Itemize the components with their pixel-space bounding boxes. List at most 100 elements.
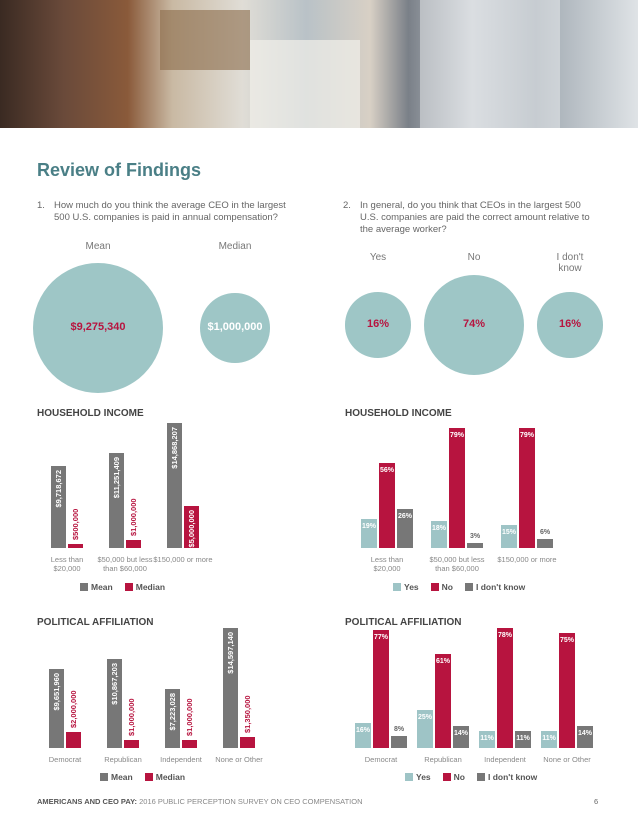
bar xyxy=(165,688,180,748)
bar xyxy=(435,654,451,748)
bar xyxy=(519,428,535,548)
chart-title: POLITICAL AFFILIATION xyxy=(345,617,462,628)
value-label: 26% xyxy=(397,512,412,520)
value-label: 3% xyxy=(469,533,481,541)
bar xyxy=(68,543,83,548)
bubble-category: No xyxy=(467,252,481,263)
value-label: $11,251,409 xyxy=(112,457,121,499)
x-tick-label: Republican xyxy=(104,755,142,764)
bar xyxy=(240,736,255,748)
value-label: 75% xyxy=(559,636,574,644)
value-label: 61% xyxy=(435,658,450,666)
legend-label: I don't know xyxy=(488,772,538,782)
bar xyxy=(109,453,124,548)
value-label: 15% xyxy=(501,529,516,537)
bar xyxy=(577,726,593,748)
bubble-label: 74% xyxy=(462,318,486,330)
bar xyxy=(479,731,495,748)
bar xyxy=(559,632,575,748)
value-label: $9,651,960 xyxy=(52,672,61,711)
value-label: 77% xyxy=(373,633,388,641)
bar xyxy=(497,628,513,748)
legend-label: I don't know xyxy=(476,582,526,592)
value-label: 11% xyxy=(542,735,556,743)
bar xyxy=(51,466,66,548)
banner-photo xyxy=(0,0,638,128)
legend-label: Yes xyxy=(416,772,431,782)
x-tick-label: $50,000 but less than $60,000 xyxy=(97,555,153,573)
x-tick-label: $150,000 or more xyxy=(153,555,213,564)
x-tick-label: Republican xyxy=(424,755,462,764)
x-tick-label: Independent xyxy=(160,755,202,764)
footer-bold: AMERICANS AND CEO PAY: xyxy=(37,797,138,806)
chart-title: HOUSEHOLD INCOME xyxy=(37,408,144,419)
value-label: 25% xyxy=(417,713,432,721)
legend-label: No xyxy=(441,582,453,592)
bar xyxy=(467,543,483,548)
bar xyxy=(184,505,199,548)
value-label: 78% xyxy=(497,632,512,639)
question-number: 1. xyxy=(37,200,45,211)
legend-label: Yes xyxy=(404,582,419,592)
value-label: 14% xyxy=(453,730,468,738)
value-label: $14,868,207 xyxy=(170,427,179,469)
value-label: 11% xyxy=(516,735,530,743)
value-label: $1,350,000 xyxy=(243,695,252,733)
bubble-label: 16% xyxy=(366,318,390,330)
bubble-label: 16% xyxy=(558,318,582,330)
page-number: 6 xyxy=(594,797,599,806)
bubble xyxy=(200,293,270,363)
legend-swatch xyxy=(100,773,108,781)
bar xyxy=(167,423,182,548)
x-tick-label: None or Other xyxy=(543,755,591,764)
bar xyxy=(223,628,238,748)
value-label: $1,000,000 xyxy=(185,698,194,736)
bar xyxy=(537,538,553,548)
value-label: 79% xyxy=(519,432,534,439)
legend-swatch xyxy=(477,773,485,781)
legend-swatch xyxy=(430,583,439,591)
chart-title: POLITICAL AFFILIATION xyxy=(37,617,154,628)
x-tick-label: None or Other xyxy=(215,755,263,764)
bubble xyxy=(33,263,163,393)
x-tick-label: $150,000 or more xyxy=(497,555,557,564)
bar xyxy=(449,428,465,548)
legend-label: Median xyxy=(135,582,166,592)
bar xyxy=(501,525,517,548)
value-label: $1,000,000 xyxy=(127,698,136,736)
bar xyxy=(373,629,389,748)
x-tick-label: Democrat xyxy=(48,755,82,764)
legend-label: Mean xyxy=(111,772,133,782)
x-tick-label: $50,000 but less than $60,000 xyxy=(429,555,485,573)
question: 2. In general, do you think that CEOs in … xyxy=(343,200,593,236)
value-label: 16% xyxy=(355,727,370,735)
value-label: $2,000,000 xyxy=(69,690,78,728)
value-label: $5,000,000 xyxy=(187,509,196,548)
bar xyxy=(379,462,395,548)
legend-swatch xyxy=(144,773,153,781)
question: 1. How much do you think the average CEO … xyxy=(37,200,287,224)
bubble xyxy=(424,275,524,375)
value-label: $9,718,672 xyxy=(54,470,63,508)
value-label: $14,597,140 xyxy=(226,632,235,674)
value-label: 14% xyxy=(577,730,592,738)
bar xyxy=(453,726,469,748)
value-label: 19% xyxy=(361,523,376,531)
value-label: $10,867,203 xyxy=(110,662,119,705)
legend-label: No xyxy=(453,772,465,782)
x-tick-label: Less than $20,000 xyxy=(50,555,84,573)
bar xyxy=(124,739,139,748)
footer: AMERICANS AND CEO PAY: 2016 PUBLIC PERCE… xyxy=(37,797,363,806)
bubble-category: Median xyxy=(218,241,252,252)
bar xyxy=(361,519,377,548)
bubble-category: Yes xyxy=(369,252,387,263)
legend-swatch xyxy=(393,583,401,591)
value-label: 8% xyxy=(393,725,405,733)
bubble-label: $1,000,000 xyxy=(207,321,263,333)
chart-title: HOUSEHOLD INCOME xyxy=(345,408,452,419)
bubble-label: $9,275,340 xyxy=(70,321,126,333)
bar xyxy=(126,539,141,548)
x-tick-label: Less than $20,000 xyxy=(370,555,404,573)
page-title: Review of Findings xyxy=(37,160,202,180)
